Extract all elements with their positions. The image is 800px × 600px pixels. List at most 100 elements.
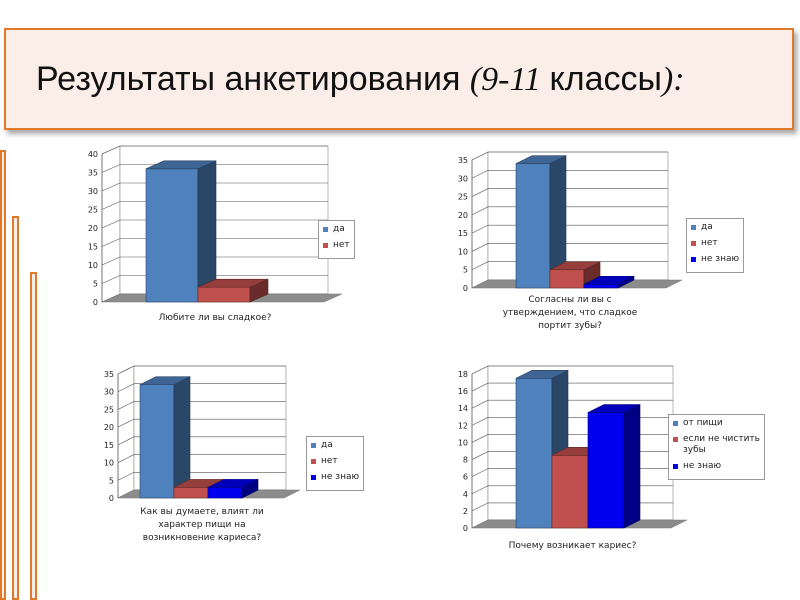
y-tick-label: 8 [463, 456, 468, 465]
y-tick-label: 16 [458, 387, 468, 396]
legend-item: нет [691, 238, 739, 249]
gridline [101, 182, 328, 192]
legend-item: не знаю [673, 461, 760, 472]
y-tick-label: 25 [458, 193, 468, 202]
y-tick-label: 0 [463, 524, 468, 533]
y-tick-label: 5 [463, 266, 468, 275]
side-wall [471, 365, 489, 529]
y-tick-label: 10 [458, 247, 468, 256]
legend-swatch [311, 459, 316, 464]
chart-sweets-preference: 0 5 10 15 20 25 30 35 40 Любите ли вы сладкое? [80, 142, 360, 332]
slide-title-part2: (9-11 [469, 61, 550, 98]
bar-front [145, 168, 199, 303]
gridline [117, 383, 286, 392]
gridline [471, 243, 668, 252]
bar-1 [139, 376, 191, 499]
y-tick-label: 14 [458, 404, 468, 413]
bar-top [145, 160, 217, 170]
bar-1 [145, 160, 217, 303]
legend-item: да [691, 222, 739, 233]
y-tick-label: 25 [88, 206, 98, 215]
y-tick-label: 18 [458, 370, 468, 379]
y-tick-label: 30 [104, 388, 114, 397]
bar-1 [515, 155, 567, 289]
gridline [101, 256, 328, 266]
gridline [117, 436, 286, 446]
gridline [101, 145, 328, 155]
bar-side [173, 376, 191, 499]
bar-top [139, 376, 191, 385]
bar-top [549, 261, 601, 271]
legend-label: если не чистить зубы [683, 434, 760, 455]
y-tick-label: 0 [109, 494, 114, 503]
chart-svg: 0 5 10 15 20 25 30 35 Согласны ли вы с утверждени… [458, 151, 683, 331]
gridline [117, 471, 286, 481]
category-label: возникновение кариеса? [143, 533, 262, 543]
y-tick-label: 12 [458, 421, 468, 430]
slide-title-box: Результаты анкетирования (9-11 классы): [4, 28, 794, 130]
legend-swatch [311, 443, 316, 448]
side-wall [471, 151, 489, 289]
category-label: Как вы думаете, влият ли [140, 507, 264, 517]
y-tick-label: 0 [463, 284, 468, 293]
y-tick-label: 2 [463, 507, 468, 516]
legend-item: если не чистить зубы [673, 434, 760, 456]
bar-front [515, 377, 553, 529]
legend-item: да [323, 224, 350, 235]
bar-2 [197, 278, 269, 303]
y-tick-label: 10 [458, 438, 468, 447]
gridline [101, 275, 328, 284]
decor-bar-1 [0, 150, 6, 600]
chart-legend: от пищи если не чистить зубы не знаю [668, 414, 765, 480]
legend-swatch [673, 437, 678, 442]
legend-label: не знаю [683, 461, 722, 471]
legend-label: не знаю [321, 472, 360, 482]
bar-3 [583, 275, 635, 289]
category-label: характер пищи на [158, 520, 245, 530]
slide-title: Результаты анкетирования (9-11 классы): [36, 60, 685, 99]
gridline [101, 201, 328, 210]
y-tick-label: 20 [458, 211, 468, 220]
y-tick-label: 35 [104, 370, 114, 379]
bar-top [207, 479, 259, 488]
gridline [117, 418, 286, 428]
y-tick-label: 40 [88, 150, 98, 159]
bar-front [515, 163, 551, 289]
bar-top [515, 369, 569, 379]
bar-front [587, 412, 625, 529]
legend-label: от пищи [683, 418, 723, 428]
legend-item: не знаю [311, 472, 359, 483]
bar-front [139, 384, 175, 499]
legend-label: нет [701, 238, 718, 248]
y-tick-label: 20 [88, 224, 98, 233]
chart-food-caries: 0 5 10 15 20 25 30 35 Как вы думаете, влият ли ха… [90, 360, 380, 555]
legend-item: нет [323, 240, 350, 251]
bar-side [623, 404, 641, 529]
gridline [101, 164, 328, 173]
gridline [471, 399, 673, 409]
category-label: портит зубы? [538, 321, 602, 331]
chart-svg: 0 5 10 15 20 25 30 35 40 Любите ли вы сладкое? [88, 145, 343, 323]
chart-legend: да нет [318, 220, 355, 259]
back-wall [487, 151, 669, 281]
bar-front [549, 269, 585, 289]
chart-sweets-spoil-teeth: 0 5 10 15 20 25 30 35 Согласны ли вы с утверждени… [452, 146, 762, 346]
gridline [117, 365, 286, 375]
gridline [471, 365, 673, 375]
y-tick-label: 20 [104, 423, 114, 432]
bar-front [207, 487, 243, 499]
legend-swatch [311, 475, 316, 480]
gridline [117, 401, 286, 410]
side-wall [117, 365, 135, 499]
legend-label: не знаю [701, 254, 740, 264]
category-label: Согласны ли вы с [528, 295, 611, 305]
legend-swatch [323, 227, 328, 232]
bar-front [583, 284, 619, 289]
legend-swatch [691, 257, 696, 262]
gridline [471, 206, 668, 216]
gridline [471, 151, 668, 161]
decor-bar-3 [30, 272, 37, 600]
gridline [101, 238, 328, 247]
y-tick-label: 25 [104, 405, 114, 414]
bar-3 [587, 404, 641, 529]
